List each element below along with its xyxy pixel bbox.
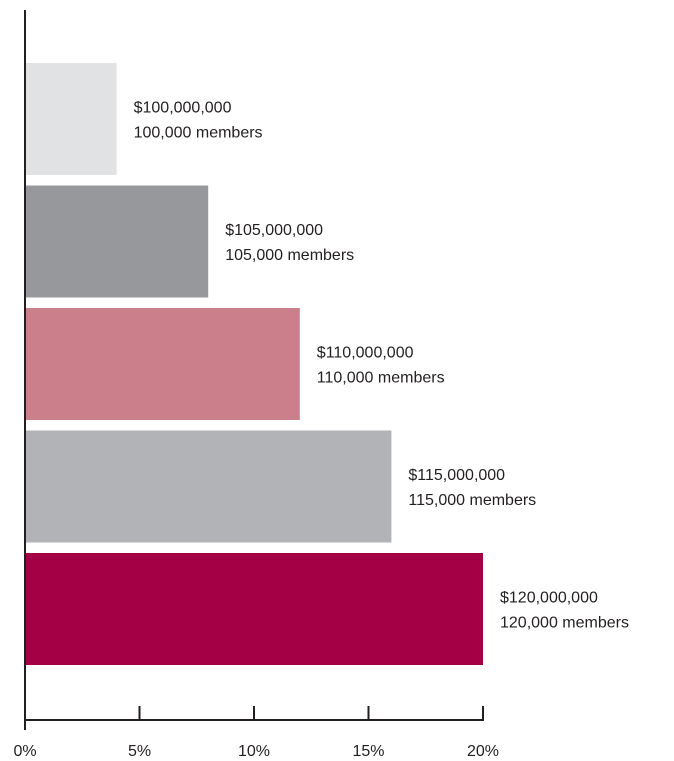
bar-3	[25, 308, 300, 420]
bar-1-members-label: 100,000 members	[134, 125, 263, 142]
bar-4	[25, 430, 392, 543]
bar-3-members-label: 110,000 members	[317, 370, 445, 387]
x-tick-label-15: 15%	[352, 743, 384, 760]
x-tick-label-10: 10%	[238, 743, 270, 760]
data-labels-layer: $100,000,000 100,000 members $105,000,000 1…	[134, 100, 629, 632]
bar-5-members-label: 120,000 members	[500, 615, 629, 632]
bar-5	[25, 553, 483, 665]
x-tick-label-0: 0%	[13, 743, 36, 760]
bar-1-amount-label: $100,000,000	[134, 100, 232, 117]
bar-4-amount-label: $115,000,000	[408, 467, 505, 484]
x-tick-label-20: 20%	[467, 743, 499, 760]
bars-layer	[25, 63, 483, 665]
bar-2-members-label: 105,000 members	[225, 247, 354, 264]
x-tick-label-5: 5%	[128, 743, 151, 760]
bar-1	[25, 63, 117, 175]
bar-4-members-label: 115,000 members	[408, 492, 536, 509]
x-ticks-layer: 0% 5% 10% 15% 20%	[13, 706, 499, 760]
bar-5-amount-label: $120,000,000	[500, 590, 598, 607]
bar-3-amount-label: $110,000,000	[317, 345, 414, 362]
bar-2-amount-label: $105,000,000	[225, 222, 323, 239]
bar-2	[25, 185, 209, 298]
